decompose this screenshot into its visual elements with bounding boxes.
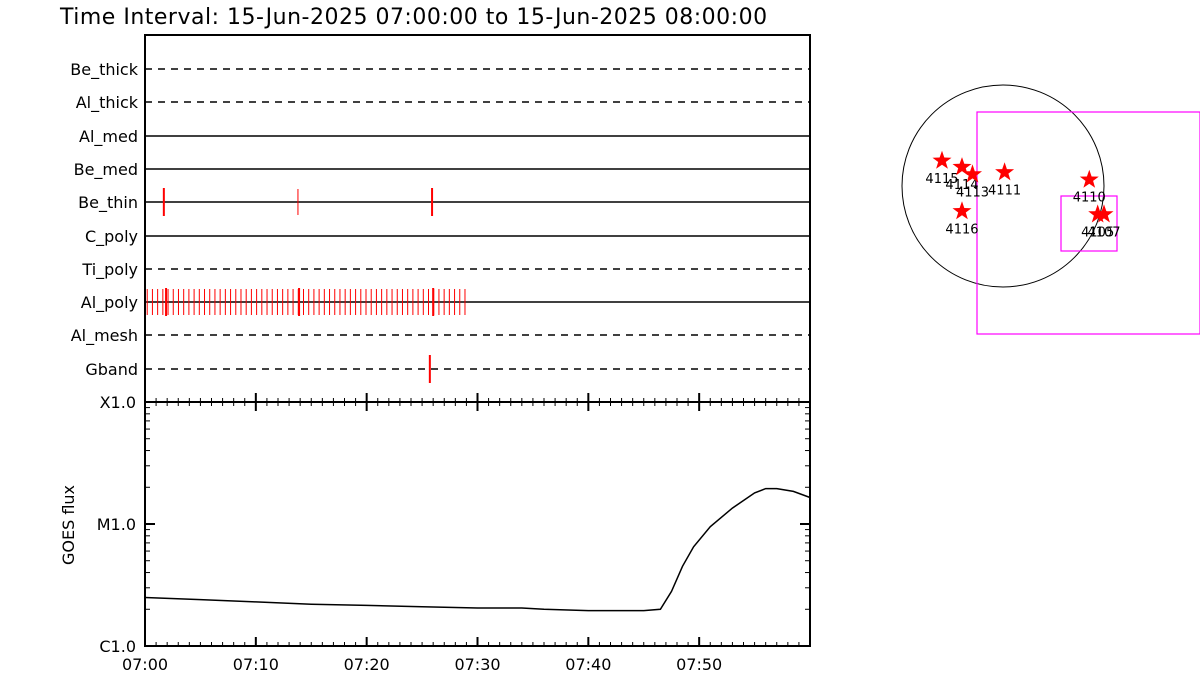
active-region-4114: 4114 xyxy=(945,157,979,193)
active-region-4111: 4111 xyxy=(988,162,1021,198)
goes-ticks xyxy=(144,393,811,646)
active-region-label: 4113 xyxy=(956,185,989,200)
active-region-label: 4107 xyxy=(1087,225,1120,240)
goes-frame xyxy=(144,401,811,647)
goes-y-ticks: X1.0 M1.0 C1.0 xyxy=(97,393,810,656)
goes-flux-line xyxy=(144,487,811,612)
row-label: C_poly xyxy=(85,227,138,247)
star-icon xyxy=(932,150,952,169)
star-icon xyxy=(995,162,1015,181)
field-of-view-large-box xyxy=(976,111,1200,335)
figure-title: Time Interval: 15-Jun-2025 07:00:00 to 1… xyxy=(59,5,768,30)
active-region-label: 4115 xyxy=(925,172,958,187)
star-icon xyxy=(952,201,972,220)
y-tick-label: C1.0 xyxy=(99,637,136,656)
timeline-rows: Be_thick Al_thick Al_med Be_med Be_thin C_pol… xyxy=(70,60,810,383)
field-of-view-small-box xyxy=(1060,195,1118,252)
star-icon xyxy=(1079,169,1099,188)
x-tick-label: 07:30 xyxy=(454,655,500,674)
row-label: Be_thick xyxy=(70,60,138,80)
timeline-row-ti-poly: Ti_poly xyxy=(81,260,810,280)
active-region-4107: 4107 xyxy=(1087,204,1121,240)
active-region-4116: 4116 xyxy=(945,201,979,237)
active-region-label: 4105 xyxy=(1081,225,1114,240)
y-tick-label: X1.0 xyxy=(100,393,136,412)
goes-y-axis-label: GOES flux xyxy=(59,485,78,565)
goes-x-tick-labels: 07:00 07:10 07:20 07:30 07:40 07:50 xyxy=(122,655,722,674)
active-region-4115: 4115 xyxy=(925,150,959,187)
row-label: Al_med xyxy=(79,127,138,147)
active-region-label: 4114 xyxy=(945,178,978,193)
x-tick-label: 07:40 xyxy=(565,655,611,674)
row-label: Al_poly xyxy=(81,293,138,313)
active-region-4113: 4113 xyxy=(956,164,989,200)
x-tick-label: 07:20 xyxy=(344,655,390,674)
x-tick-label: 07:00 xyxy=(122,655,168,674)
row-label: Gband xyxy=(85,360,138,379)
timeline-row-al-med: Al_med xyxy=(79,127,810,147)
row-label: Be_med xyxy=(74,160,138,180)
timeline-panel: Be_thick Al_thick Al_med Be_med Be_thin C_pol… xyxy=(70,34,811,403)
goes-flux-panel: X1.0M1.0C1.0 07:00 07:10 07:20 07:30 07:40 07… xyxy=(59,393,811,674)
timeline-row-c-poly: C_poly xyxy=(85,227,810,247)
y-tick-label: M1.0 xyxy=(97,515,136,534)
x-tick-label: 07:50 xyxy=(676,655,722,674)
active-region-4110: 4110 xyxy=(1073,169,1106,206)
timeline-frame xyxy=(144,34,811,403)
timeline-row-be-thin: Be_thin xyxy=(78,188,810,216)
timeline-row-be-med: Be_med xyxy=(74,160,810,180)
solar-limb-circle xyxy=(901,84,1105,288)
row-label: Be_thin xyxy=(78,193,138,213)
timeline-row-be-thick: Be_thick xyxy=(70,60,810,80)
active-region-label: 4111 xyxy=(988,183,1021,198)
active-region-label: 4110 xyxy=(1073,191,1106,206)
star-icon xyxy=(963,164,982,183)
row-label: Al_thick xyxy=(76,93,139,113)
timeline-row-al-mesh: Al_mesh xyxy=(71,326,810,346)
x-tick-label: 07:10 xyxy=(233,655,279,674)
timeline-row-gband: Gband xyxy=(85,355,810,383)
timeline-row-al-thick: Al_thick xyxy=(76,93,810,113)
star-icon xyxy=(952,157,972,176)
row-label: Ti_poly xyxy=(81,260,138,280)
row-label: Al_mesh xyxy=(71,326,138,346)
star-icon xyxy=(1094,204,1114,223)
timeline-row-al-poly: Al_poly xyxy=(81,288,810,316)
active-region-label: 4116 xyxy=(945,222,978,237)
